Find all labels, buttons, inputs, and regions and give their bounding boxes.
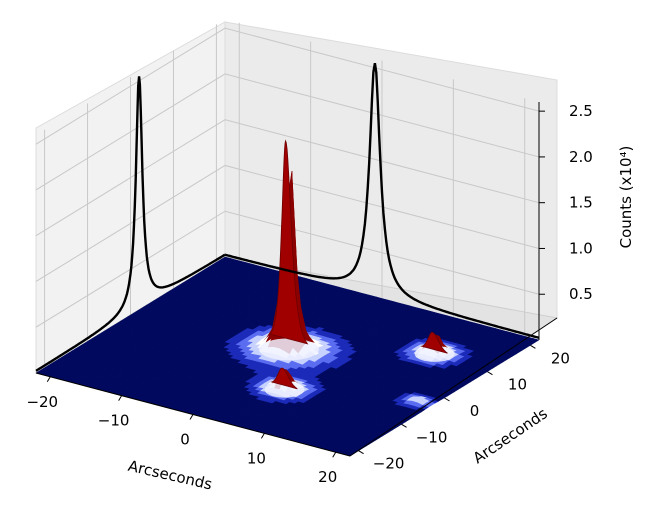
y-tick-label: 10 bbox=[508, 376, 527, 394]
y-tick bbox=[530, 344, 536, 349]
source-peak bbox=[414, 331, 455, 362]
source-halo bbox=[264, 381, 305, 398]
y-tick bbox=[487, 371, 493, 376]
source-core bbox=[269, 139, 309, 345]
wall-grid-line bbox=[35, 210, 540, 328]
x-tick bbox=[332, 451, 337, 458]
wall-grid-line bbox=[35, 119, 540, 237]
y-axis-line bbox=[349, 317, 558, 457]
wall-grid-line bbox=[35, 164, 540, 282]
y-tick-label: −20 bbox=[373, 455, 405, 473]
source-peak bbox=[258, 139, 319, 361]
x-tick-label: 20 bbox=[318, 468, 337, 486]
x-tick-labels: −20 −10 0 10 20 bbox=[26, 376, 337, 486]
y-tick-label: 0 bbox=[470, 402, 480, 420]
x-tick bbox=[189, 414, 194, 420]
z-axis-label: Counts (x10⁴) bbox=[617, 146, 635, 249]
x-tick bbox=[46, 376, 51, 383]
x-tick-label: 0 bbox=[180, 431, 190, 449]
y-tick bbox=[444, 397, 450, 402]
y-tick bbox=[358, 450, 364, 455]
z-tick-label: 2.5 bbox=[569, 102, 593, 120]
source-halo bbox=[258, 338, 319, 361]
z-tick-label: 0.5 bbox=[569, 285, 593, 303]
z-tick-label: 1.5 bbox=[569, 194, 593, 212]
projection-curves bbox=[35, 62, 540, 372]
wall-grid-line bbox=[35, 73, 540, 191]
wall-grid-line bbox=[35, 27, 540, 145]
x-tick bbox=[118, 395, 123, 401]
projection-curve-right bbox=[224, 62, 540, 339]
surface bbox=[35, 139, 540, 457]
z-tick-label: 2.0 bbox=[569, 148, 593, 166]
source-halo bbox=[414, 345, 455, 362]
z-tick-labels: 0.5 1.0 1.5 2.0 2.5 bbox=[539, 102, 593, 303]
y-tick bbox=[401, 423, 407, 428]
z-tick-label: 1.0 bbox=[569, 239, 593, 257]
source-peak bbox=[264, 367, 305, 398]
y-axis-label: Arcseconds bbox=[470, 404, 551, 467]
x-tick-label: −10 bbox=[98, 412, 130, 430]
x-axis-label: Arcseconds bbox=[126, 457, 214, 494]
x-tick-label: −20 bbox=[26, 393, 58, 411]
y-tick-label: 20 bbox=[551, 349, 570, 367]
y-tick-labels: −20 −10 0 10 20 bbox=[358, 344, 570, 473]
projection-curve-left bbox=[35, 76, 226, 372]
y-tick-label: −10 bbox=[416, 428, 448, 446]
source-core bbox=[270, 367, 298, 390]
x-tick bbox=[260, 433, 265, 439]
source-core bbox=[420, 331, 448, 354]
x-tick-label: 10 bbox=[247, 449, 266, 467]
